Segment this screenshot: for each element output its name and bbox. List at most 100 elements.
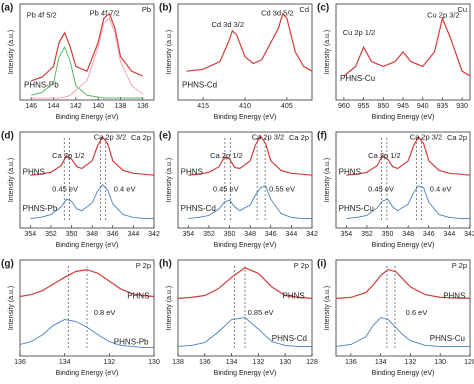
y-axis-label: Intensity (a.u.) <box>166 286 173 330</box>
plot-frame <box>177 131 313 229</box>
spectrum-line <box>188 134 313 176</box>
x-axis-label: Binding Energy (eV) <box>56 114 119 121</box>
x-tick-label: 935 <box>437 103 449 110</box>
panel-label: (d) <box>1 131 14 142</box>
x-tick-label: 348 <box>86 231 98 238</box>
series-label: PHNS-Cd <box>181 204 216 213</box>
x-axis-label: Binding Energy (eV) <box>56 370 119 377</box>
series-label: PHNS <box>23 167 45 176</box>
x-tick-label: 128 <box>306 359 318 366</box>
y-axis-label: Intensity (a.u.) <box>8 286 15 330</box>
spectrum-line <box>19 268 155 298</box>
x-axis-label: Binding Energy (eV) <box>372 114 435 121</box>
spectrum-line <box>31 12 144 82</box>
x-tick-label: 134 <box>226 359 238 366</box>
x-tick-label: 354 <box>24 231 36 238</box>
panel-label: (h) <box>159 259 172 270</box>
x-tick-label: 134 <box>375 359 387 366</box>
peak-annotation: 0.4 eV <box>430 185 452 194</box>
x-tick-label: 930 <box>456 103 468 110</box>
plot-frame <box>19 3 155 101</box>
x-tick-label: 960 <box>338 103 350 110</box>
y-axis-label: Intensity (a.u.) <box>8 30 15 74</box>
x-tick-label: 346 <box>265 231 277 238</box>
spectrum-line <box>19 319 154 348</box>
peak-annotation: Ca 2p 3/2 <box>410 133 443 142</box>
x-tick-label: 346 <box>423 231 435 238</box>
series-label: PHNS-Cu <box>430 334 465 343</box>
x-tick-label: 132 <box>405 359 417 366</box>
panel-title: P 2p <box>136 261 151 270</box>
panel-title: P 2p <box>294 261 309 270</box>
x-tick-label: 354 <box>182 231 194 238</box>
peak-annotation: Ca 2p 1/2 <box>368 151 401 160</box>
x-tick-label: 350 <box>224 231 236 238</box>
x-tick-label: 136 <box>199 359 211 366</box>
spectrum-line <box>335 268 471 299</box>
y-axis-label: Intensity (a.u.) <box>166 158 173 202</box>
plot-frame <box>177 259 313 357</box>
x-tick-label: 352 <box>203 231 215 238</box>
x-tick-label: 350 <box>66 231 78 238</box>
peak-annotation: 0.6 eV <box>406 308 428 317</box>
x-tick-label: 136 <box>14 359 26 366</box>
x-tick-label: 136 <box>345 359 357 366</box>
peak-annotation: Cd 3d 5/2 <box>261 9 294 18</box>
peak-annotation: 0.4 eV <box>114 185 136 194</box>
series-label: PHNS <box>283 292 305 301</box>
x-tick-label: 144 <box>48 103 60 110</box>
x-tick-label: 140 <box>92 103 104 110</box>
peak-annotation: Ca 2p 3/2 <box>94 133 127 142</box>
spectrum-line <box>177 317 312 347</box>
peak-annotation: Cu 2p 1/2 <box>343 28 376 37</box>
x-tick-label: 344 <box>128 231 140 238</box>
peak-annotation: Pb 4f 7/2 <box>90 9 120 18</box>
x-tick-label: 142 <box>70 103 82 110</box>
series-label: PHNS <box>443 292 465 301</box>
x-tick-label: 344 <box>444 231 456 238</box>
peak-annotation: Ca 2p 3/2 <box>252 133 285 142</box>
panel-label: (f) <box>317 131 327 142</box>
x-tick-label: 342 <box>306 231 318 238</box>
y-axis-label: Intensity (a.u.) <box>324 286 331 330</box>
x-tick-label: 132 <box>253 359 265 366</box>
series-label: PHNS-Cd <box>182 81 217 90</box>
series-label: PHNS-Pb <box>23 204 58 213</box>
x-tick-label: 146 <box>25 103 37 110</box>
series-label: PHNS-Cu <box>339 204 374 213</box>
y-axis-label: Intensity (a.u.) <box>166 30 173 74</box>
peak-annotation: 0.45 eV <box>52 185 78 194</box>
spectrum-line <box>346 185 470 219</box>
y-axis-label: Intensity (a.u.) <box>8 158 15 202</box>
x-tick-label: 342 <box>464 231 474 238</box>
x-tick-label: 138 <box>115 103 127 110</box>
x-tick-label: 130 <box>148 359 160 366</box>
plot-frame <box>335 259 471 357</box>
x-tick-label: 955 <box>358 103 370 110</box>
x-tick-label: 130 <box>434 359 446 366</box>
x-tick-label: 352 <box>45 231 57 238</box>
spectrum-line <box>343 16 471 77</box>
spectrum-line <box>335 317 470 347</box>
x-tick-label: 354 <box>340 231 352 238</box>
panel-title: Cd <box>299 5 309 14</box>
peak-annotation: 0.45 eV <box>368 185 394 194</box>
x-tick-label: 342 <box>148 231 160 238</box>
x-axis-label: Binding Energy (eV) <box>372 242 435 249</box>
peak-annotation: 0.85 eV <box>248 308 274 317</box>
x-axis-label: Binding Energy (eV) <box>372 370 435 377</box>
x-tick-label: 415 <box>197 103 209 110</box>
y-axis-label: Intensity (a.u.) <box>324 158 331 202</box>
spectrum-line <box>31 46 143 99</box>
series-label: PHNS <box>339 167 361 176</box>
series-label: PHNS <box>181 167 203 176</box>
peak-annotation: 0.45 eV <box>213 185 239 194</box>
x-tick-label: 348 <box>244 231 256 238</box>
x-tick-label: 136 <box>137 103 149 110</box>
panel-label: (a) <box>1 3 13 14</box>
spectrum-line <box>188 185 312 219</box>
peak-annotation: 0.8 eV <box>94 308 116 317</box>
panel-title: Ca 2p <box>289 133 309 142</box>
plot-frame <box>19 259 155 357</box>
